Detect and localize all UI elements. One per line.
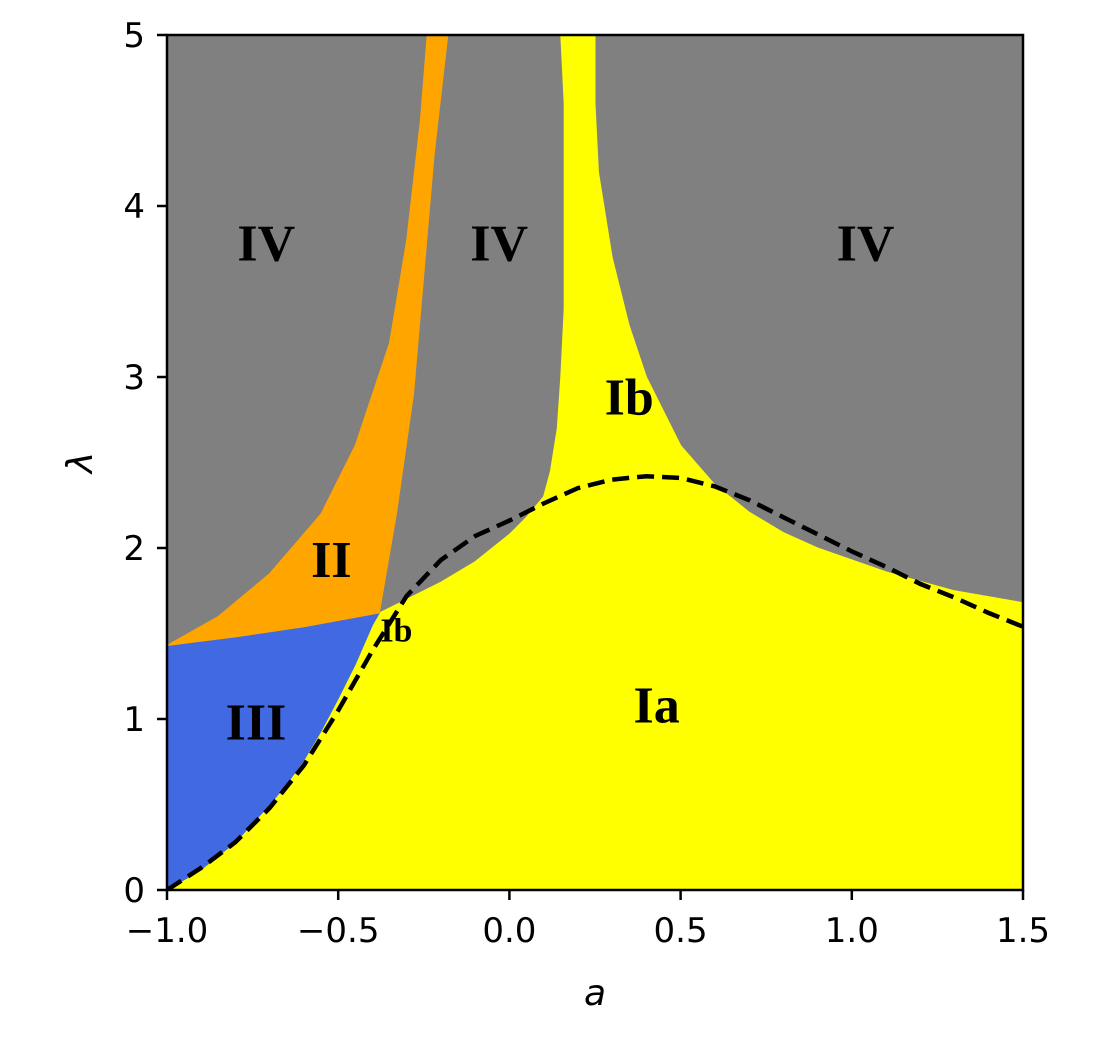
region-labels-layer: IV IV IV Ib II Ib III Ia <box>226 216 895 752</box>
y-tick-label: 0 <box>123 871 145 911</box>
dashed-boundary-curve <box>167 473 1023 890</box>
region-label-iii: III <box>226 694 287 751</box>
plot-frame <box>165 33 1025 892</box>
x-tick-label: 0.0 <box>482 911 536 951</box>
x-axis-label: a <box>584 973 606 1014</box>
y-tick-label: 3 <box>123 358 145 398</box>
curve-layer <box>167 473 1023 890</box>
y-tick-label: 4 <box>123 187 145 227</box>
x-tick-label: 1.0 <box>825 911 879 951</box>
axes-layer: −1.0 −0.5 0.0 0.5 1.0 1.5 0 1 2 3 4 5 <box>123 16 1050 951</box>
y-tick-label: 5 <box>123 16 145 56</box>
region-label-ib: Ib <box>380 612 412 649</box>
region-ii <box>167 35 449 646</box>
y-tick-label: 1 <box>123 700 145 740</box>
y-axis-label: λ <box>60 452 101 475</box>
x-tick-label: 1.5 <box>996 911 1050 951</box>
region-label-ia: Ia <box>634 677 680 734</box>
y-tick-label: 2 <box>123 529 145 569</box>
region-label-ii: II <box>311 532 351 589</box>
regions-layer <box>167 35 1023 890</box>
region-label-iv: IV <box>837 216 895 273</box>
region-label-iv: IV <box>470 216 528 273</box>
region-label-ib: Ib <box>605 370 654 427</box>
x-tick-label: −1.0 <box>126 911 209 951</box>
x-tick-label: −0.5 <box>297 911 380 951</box>
region-label-iv: IV <box>237 216 295 273</box>
x-tick-label: 0.5 <box>654 911 708 951</box>
